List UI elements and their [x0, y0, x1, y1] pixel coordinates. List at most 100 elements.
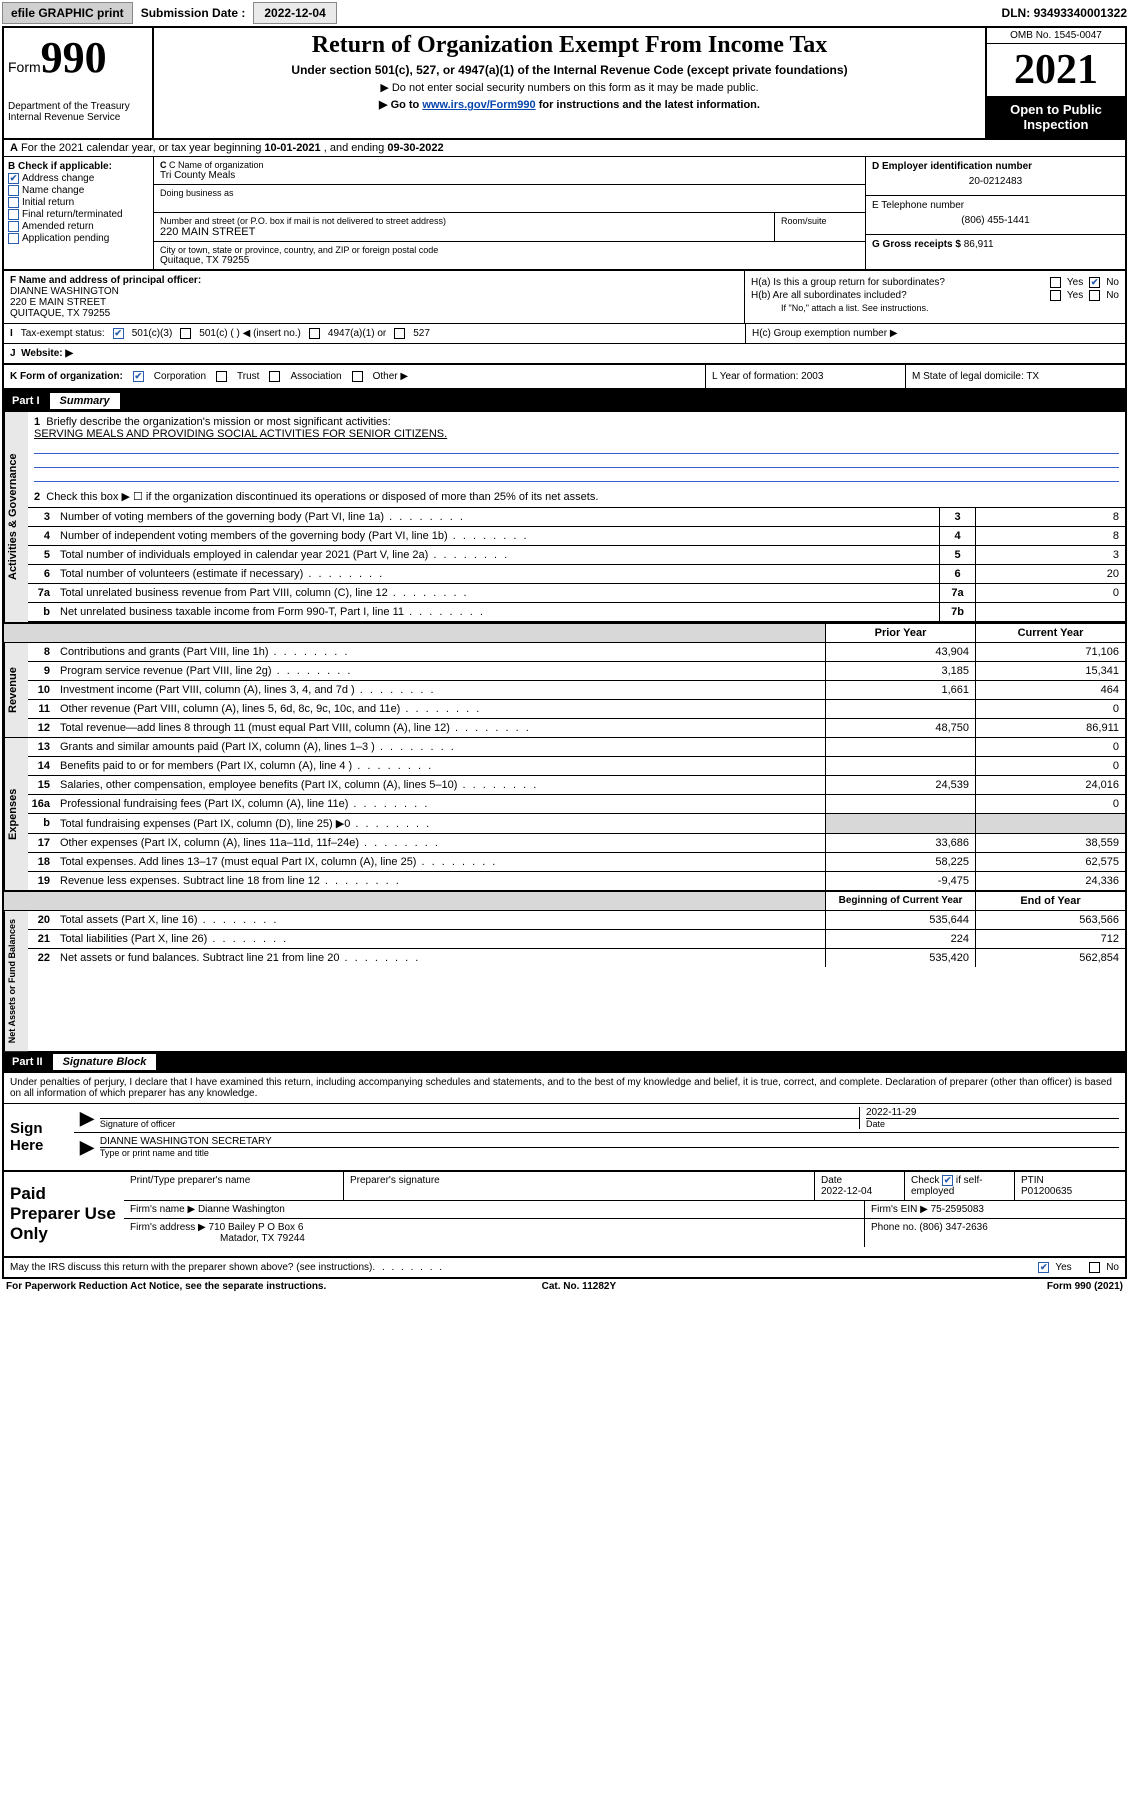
hdr-end: End of Year — [975, 892, 1125, 910]
assoc-checkbox[interactable] — [269, 371, 280, 382]
dept-treasury: Department of the Treasury Internal Reve… — [8, 101, 148, 123]
irs-no-checkbox[interactable] — [1089, 1262, 1100, 1273]
checkbox-address-change[interactable] — [8, 173, 19, 184]
hdr-prior-year: Prior Year — [825, 624, 975, 642]
checkbox-final-return-terminated[interactable] — [8, 209, 19, 220]
line-15-current: 24,016 — [975, 776, 1125, 794]
line-8-current: 71,106 — [975, 643, 1125, 661]
line-2: 2 Check this box ▶ ☐ if the organization… — [28, 486, 1125, 508]
open-to-public: Open to Public Inspection — [987, 96, 1125, 138]
line-14-current: 0 — [975, 757, 1125, 775]
line-1: 1 Briefly describe the organization's mi… — [28, 412, 1125, 486]
line-22-current: 562,854 — [975, 949, 1125, 967]
self-employed-check: Check if self-employed — [905, 1172, 1015, 1200]
line-7a-value: 0 — [975, 584, 1125, 602]
checkbox-initial-return[interactable] — [8, 197, 19, 208]
omb-number: OMB No. 1545-0047 — [987, 28, 1125, 44]
line-11-prior — [825, 700, 975, 718]
line-9-current: 15,341 — [975, 662, 1125, 680]
4947-checkbox[interactable] — [309, 328, 320, 339]
col-b-checkboxes: B Check if applicable: Address changeNam… — [4, 157, 154, 269]
telephone: (806) 455-1441 — [872, 211, 1119, 230]
line-12-current: 86,911 — [975, 719, 1125, 737]
col-c-org-info: C C Name of organization Tri County Meal… — [154, 157, 865, 269]
top-bar: efile GRAPHIC print Submission Date : 20… — [0, 0, 1129, 26]
other-checkbox[interactable] — [352, 371, 363, 382]
footer: For Paperwork Reduction Act Notice, see … — [0, 1279, 1129, 1294]
hdr-current-year: Current Year — [975, 624, 1125, 642]
tab-governance: Activities & Governance — [4, 412, 28, 622]
line-18-current: 62,575 — [975, 853, 1125, 871]
submission-date-value: 2022-12-04 — [253, 2, 336, 24]
pt-sig-label: Preparer's signature — [344, 1172, 815, 1200]
line-a: A For the 2021 calendar year, or tax yea… — [4, 140, 1125, 157]
line-17-prior: 33,686 — [825, 834, 975, 852]
org-city: Quitaque, TX 79255 — [160, 255, 859, 266]
corp-checkbox[interactable] — [133, 371, 144, 382]
line-14-prior — [825, 757, 975, 775]
row-i-tax-status: I Tax-exempt status: 501(c)(3) 501(c) ( … — [4, 324, 745, 343]
efile-button[interactable]: efile GRAPHIC print — [2, 2, 133, 24]
line-11-current: 0 — [975, 700, 1125, 718]
line-20-current: 563,566 — [975, 911, 1125, 929]
line-20-prior: 535,644 — [825, 911, 975, 929]
irs-yes-checkbox[interactable] — [1038, 1262, 1049, 1273]
state-domicile: M State of legal domicile: TX — [905, 365, 1125, 388]
firm-phone: (806) 347-2636 — [919, 1222, 987, 1233]
trust-checkbox[interactable] — [216, 371, 227, 382]
tab-revenue: Revenue — [4, 643, 28, 737]
line-18-prior: 58,225 — [825, 853, 975, 871]
line-b-prior — [825, 814, 975, 833]
line-6-value: 20 — [975, 565, 1125, 583]
line-16a-prior — [825, 795, 975, 813]
checkbox-application-pending[interactable] — [8, 233, 19, 244]
room-suite-label: Room/suite — [775, 213, 865, 241]
line-16a-current: 0 — [975, 795, 1125, 813]
tab-expenses: Expenses — [4, 738, 28, 890]
line-13-current: 0 — [975, 738, 1125, 756]
form-990: Form990 Department of the Treasury Inter… — [2, 26, 1127, 1279]
subtitle-2: ▶ Do not enter social security numbers o… — [162, 81, 977, 94]
form-header: Form990 Department of the Treasury Inter… — [4, 28, 1125, 140]
perjury-note: Under penalties of perjury, I declare th… — [4, 1073, 1125, 1104]
firm-addr: 710 Bailey P O Box 6 — [209, 1222, 304, 1233]
line-12-prior: 48,750 — [825, 719, 975, 737]
sign-here-label: Sign Here — [4, 1104, 74, 1170]
line-19-prior: -9,475 — [825, 872, 975, 890]
527-checkbox[interactable] — [394, 328, 405, 339]
subtitle-3: ▶ Go to www.irs.gov/Form990 for instruct… — [162, 98, 977, 111]
form-number: Form990 — [8, 32, 148, 83]
line-17-current: 38,559 — [975, 834, 1125, 852]
part2-header: Part II Signature Block — [4, 1051, 1125, 1073]
line-b-current — [975, 814, 1125, 833]
ein: 20-0212483 — [872, 172, 1119, 191]
tax-year: 2021 — [987, 44, 1125, 96]
checkbox-name-change[interactable] — [8, 185, 19, 196]
501c-checkbox[interactable] — [180, 328, 191, 339]
sig-date: 2022-11-29 — [866, 1107, 1119, 1118]
line-3-value: 8 — [975, 508, 1125, 526]
part1-header: Part I Summary — [4, 390, 1125, 412]
org-street: 220 MAIN STREET — [160, 226, 768, 238]
col-f-officer: F Name and address of principal officer:… — [4, 271, 745, 323]
line-15-prior: 24,539 — [825, 776, 975, 794]
line-5-value: 3 — [975, 546, 1125, 564]
gross-receipts: 86,911 — [964, 239, 994, 250]
submission-date-label: Submission Date : — [137, 6, 250, 20]
line-9-prior: 3,185 — [825, 662, 975, 680]
tab-net-assets: Net Assets or Fund Balances — [4, 911, 28, 1051]
dln: DLN: 93493340001322 — [1002, 6, 1127, 20]
pt-date: 2022-12-04 — [821, 1186, 872, 1197]
may-irs-discuss: May the IRS discuss this return with the… — [4, 1258, 1125, 1277]
line-10-current: 464 — [975, 681, 1125, 699]
checkbox-amended-return[interactable] — [8, 221, 19, 232]
col-d-e: D Employer identification number 20-0212… — [865, 157, 1125, 269]
irs-link[interactable]: www.irs.gov/Form990 — [422, 99, 535, 111]
org-name: Tri County Meals — [160, 170, 859, 181]
subtitle-1: Under section 501(c), 527, or 4947(a)(1)… — [162, 63, 977, 77]
line-19-current: 24,336 — [975, 872, 1125, 890]
paid-preparer-label: Paid Preparer Use Only — [4, 1172, 124, 1256]
row-hc: H(c) Group exemption number ▶ — [745, 324, 1125, 343]
501c3-checkbox[interactable] — [113, 328, 124, 339]
line-21-current: 712 — [975, 930, 1125, 948]
